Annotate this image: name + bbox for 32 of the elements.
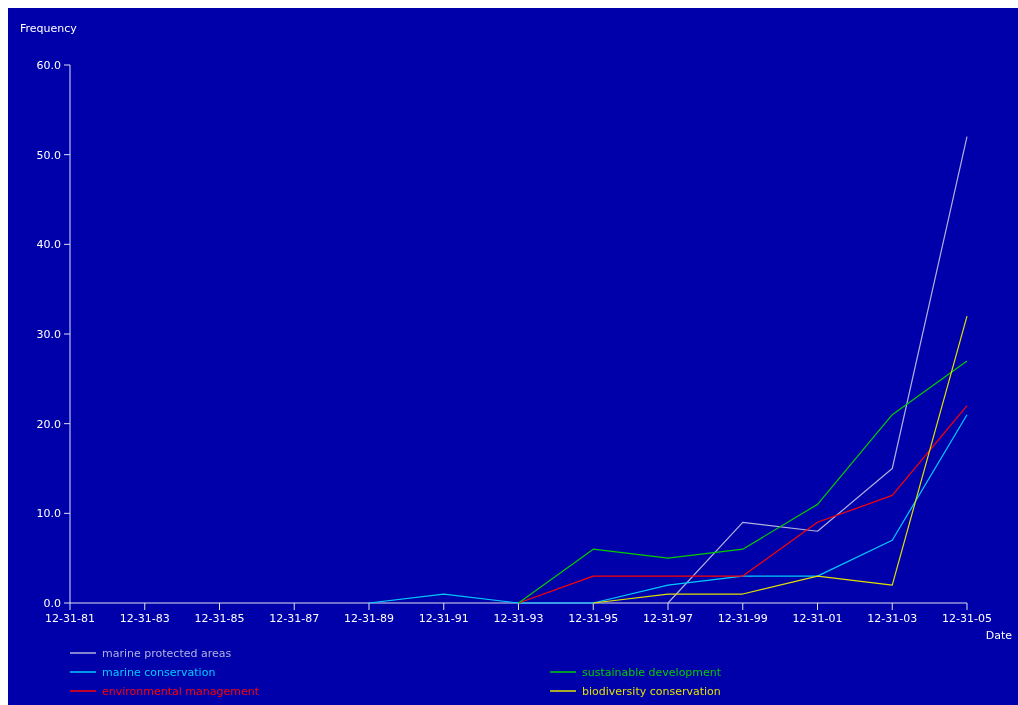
legend-label: marine protected areas	[102, 646, 232, 660]
x-tick-label: 12-31-97	[643, 612, 693, 625]
x-tick-label: 12-31-01	[792, 612, 843, 625]
y-tick-label: 60.0	[36, 58, 61, 72]
y-tick-label: 0.0	[43, 596, 61, 610]
legend-label: marine conservation	[102, 665, 216, 679]
x-tick-label: 12-31-91	[418, 612, 469, 625]
legend-label: biodiversity conservation	[582, 684, 721, 698]
y-tick-label: 10.0	[36, 507, 61, 521]
line-series	[517, 405, 968, 604]
x-tick-label: 12-31-81	[45, 612, 95, 625]
x-tick-label: 12-31-95	[568, 612, 619, 625]
line-series	[517, 360, 968, 604]
y-tick-label: 20.0	[36, 417, 61, 431]
x-tick-label: 12-31-85	[194, 612, 245, 625]
y-tick-label: 50.0	[36, 148, 61, 162]
legend-label: environmental management	[102, 684, 260, 698]
y-axis-title: Frequency	[20, 22, 78, 35]
line-series	[592, 315, 968, 604]
x-tick-label: 12-31-93	[493, 612, 544, 625]
legend-label: sustainable development	[582, 665, 722, 679]
line-series	[667, 136, 968, 604]
x-axis-title: Date	[985, 629, 1013, 642]
y-tick-label: 40.0	[36, 238, 61, 252]
x-tick-label: 12-31-05	[942, 612, 992, 625]
x-tick-label: 12-31-87	[269, 612, 320, 625]
y-tick-label: 30.0	[36, 327, 61, 341]
x-tick-label: 12-31-89	[344, 612, 394, 625]
x-tick-label: 12-31-83	[119, 612, 170, 625]
line-series	[368, 414, 968, 604]
x-tick-label: 12-31-03	[867, 612, 918, 625]
x-tick-label: 12-31-99	[717, 612, 768, 625]
